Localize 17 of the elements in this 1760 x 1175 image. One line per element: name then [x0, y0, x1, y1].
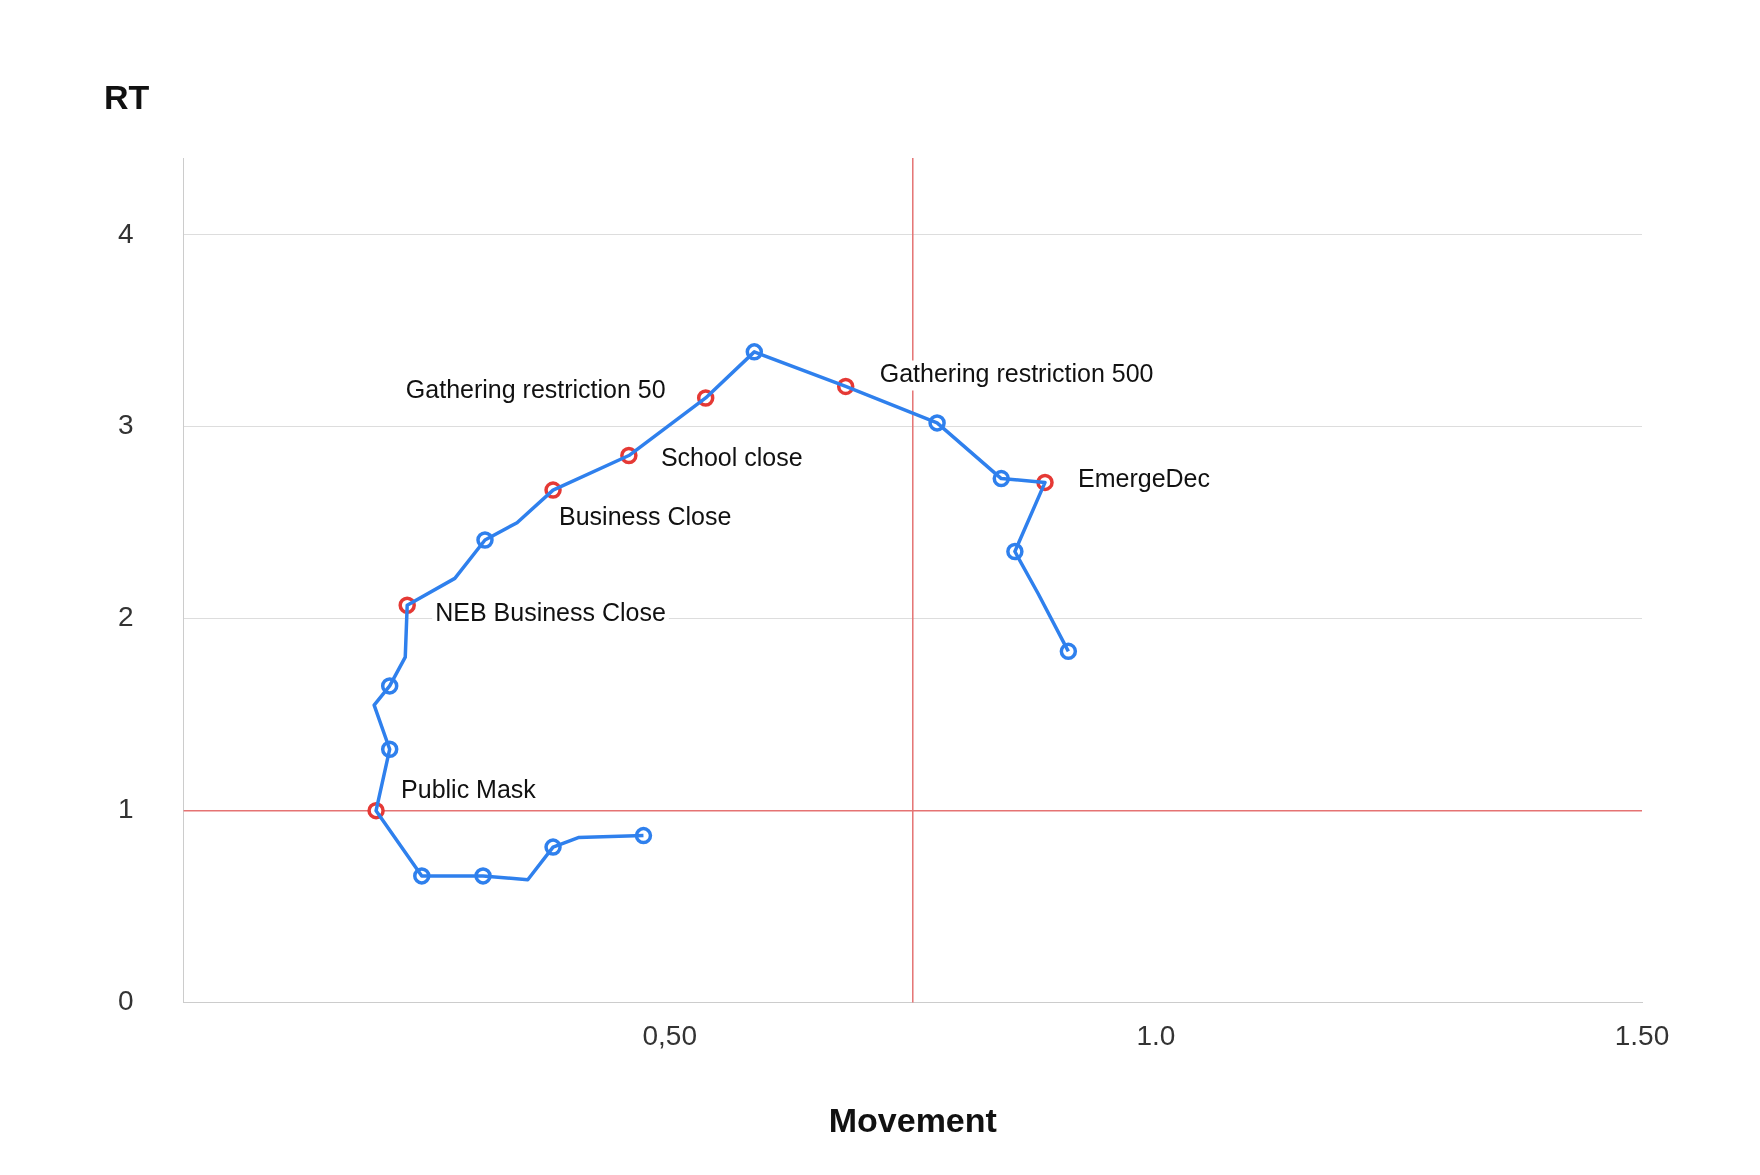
y-tick-label: 3: [117, 409, 134, 441]
annotation: Gathering restriction 50: [405, 374, 666, 403]
y-tick-label: 2: [117, 601, 134, 633]
x-axis-title: Movement: [828, 1100, 997, 1139]
y-axis-title: RT: [104, 78, 150, 117]
y-tick-label: 4: [117, 217, 134, 249]
y-tick-label: 1: [117, 793, 134, 825]
annotation: EmergeDec: [1078, 464, 1211, 493]
x-tick-label: 0,50: [642, 1020, 697, 1052]
x-tick-label: 1.50: [1614, 1020, 1670, 1052]
y-tick-label: 0: [117, 985, 134, 1017]
annotation: Public Mask: [401, 774, 537, 803]
annotation: School close: [660, 443, 803, 472]
annotation: Business Close: [559, 501, 732, 530]
annotation: NEB Business Close: [435, 598, 666, 627]
annotation: Gathering restriction 500: [879, 359, 1154, 388]
x-tick-label: 1.0: [1136, 1020, 1176, 1052]
